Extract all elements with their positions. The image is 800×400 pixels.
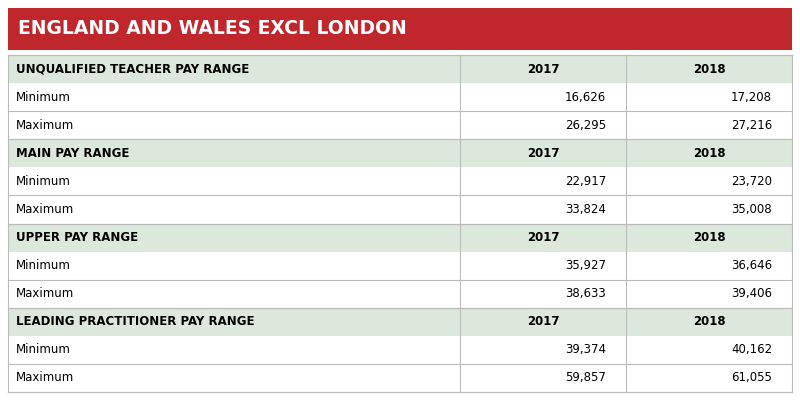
- Bar: [8, 139, 792, 167]
- Text: 39,406: 39,406: [731, 287, 772, 300]
- Text: Minimum: Minimum: [16, 343, 71, 356]
- Text: 2018: 2018: [693, 315, 726, 328]
- Text: 40,162: 40,162: [731, 343, 772, 356]
- Text: 2018: 2018: [693, 147, 726, 160]
- Bar: [8, 8, 792, 50]
- Text: 35,008: 35,008: [731, 203, 772, 216]
- Text: 2017: 2017: [526, 62, 559, 76]
- Text: LEADING PRACTITIONER PAY RANGE: LEADING PRACTITIONER PAY RANGE: [16, 315, 254, 328]
- Text: 26,295: 26,295: [565, 119, 606, 132]
- Text: 33,824: 33,824: [565, 203, 606, 216]
- Text: Maximum: Maximum: [16, 119, 74, 132]
- Text: 27,216: 27,216: [730, 119, 772, 132]
- Text: Minimum: Minimum: [16, 259, 71, 272]
- Text: Minimum: Minimum: [16, 175, 71, 188]
- Text: 38,633: 38,633: [566, 287, 606, 300]
- Text: Maximum: Maximum: [16, 372, 74, 384]
- Text: 2018: 2018: [693, 62, 726, 76]
- Text: 17,208: 17,208: [731, 91, 772, 104]
- Bar: [8, 280, 792, 308]
- Text: 2017: 2017: [526, 231, 559, 244]
- Text: 2017: 2017: [526, 147, 559, 160]
- Bar: [8, 364, 792, 392]
- Text: 35,927: 35,927: [565, 259, 606, 272]
- Bar: [8, 308, 792, 336]
- Bar: [8, 224, 792, 252]
- Bar: [8, 252, 792, 280]
- Text: 39,374: 39,374: [565, 343, 606, 356]
- Bar: [8, 196, 792, 224]
- Text: Maximum: Maximum: [16, 287, 74, 300]
- Text: 2018: 2018: [693, 231, 726, 244]
- Text: 59,857: 59,857: [565, 372, 606, 384]
- Text: Minimum: Minimum: [16, 91, 71, 104]
- Text: 16,626: 16,626: [565, 91, 606, 104]
- Text: 36,646: 36,646: [731, 259, 772, 272]
- Text: UNQUALIFIED TEACHER PAY RANGE: UNQUALIFIED TEACHER PAY RANGE: [16, 62, 250, 76]
- Text: 61,055: 61,055: [731, 372, 772, 384]
- Bar: [8, 55, 792, 392]
- Bar: [8, 111, 792, 139]
- Bar: [8, 167, 792, 196]
- Bar: [8, 336, 792, 364]
- Text: UPPER PAY RANGE: UPPER PAY RANGE: [16, 231, 138, 244]
- Text: 22,917: 22,917: [565, 175, 606, 188]
- Text: 23,720: 23,720: [731, 175, 772, 188]
- Bar: [8, 83, 792, 111]
- Text: MAIN PAY RANGE: MAIN PAY RANGE: [16, 147, 130, 160]
- Bar: [8, 55, 792, 83]
- Text: 2017: 2017: [526, 315, 559, 328]
- Text: Maximum: Maximum: [16, 203, 74, 216]
- Text: ENGLAND AND WALES EXCL LONDON: ENGLAND AND WALES EXCL LONDON: [18, 20, 406, 38]
